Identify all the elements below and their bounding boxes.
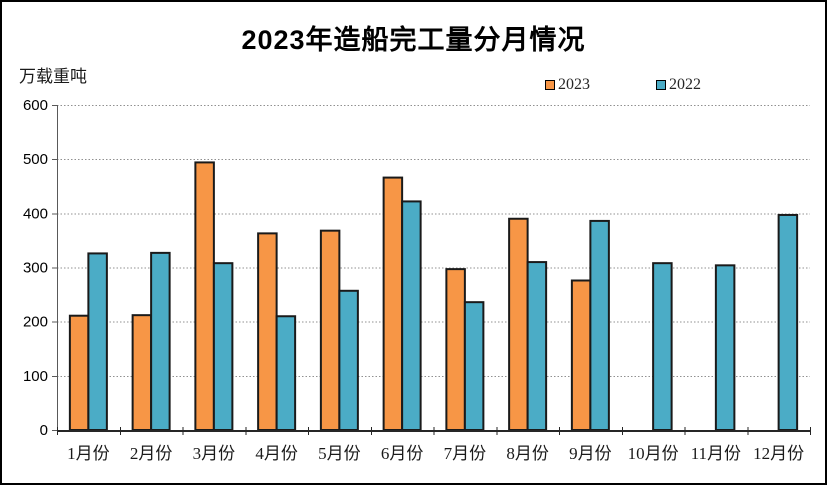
y-tick-label-300: 300 (23, 260, 48, 277)
x-label-7月份: 7月份 (444, 444, 487, 463)
bar-2022-11月份 (714, 264, 736, 432)
bar-2022-8月份 (526, 261, 548, 432)
bar-2022-10月份 (652, 262, 673, 431)
bar-2023-7月份 (445, 268, 466, 431)
y-tick-label-200: 200 (23, 314, 48, 331)
x-label-9月份: 9月份 (569, 444, 612, 463)
legend-label-2023: 2023 (558, 76, 590, 93)
x-label-4月份: 4月份 (255, 444, 298, 463)
bar-2023-3月份 (194, 161, 215, 432)
bar-2023-2月份 (131, 314, 153, 431)
x-label-11月份: 11月份 (691, 444, 741, 463)
y-tick-label-600: 600 (23, 97, 48, 114)
bar-2022-2月份 (150, 251, 171, 431)
bar-2023-6月份 (382, 176, 404, 431)
x-label-8月份: 8月份 (506, 444, 549, 463)
legend-label-2022: 2022 (669, 76, 701, 93)
bar-2023-5月份 (319, 229, 341, 431)
bar-2022-1月份 (87, 252, 108, 431)
bar-2023-4月份 (257, 232, 278, 431)
x-label-1月份: 1月份 (67, 444, 110, 463)
bar-2022-6月份 (401, 200, 422, 431)
y-tick-label-400: 400 (23, 205, 48, 222)
y-axis-unit-label: 万载重吨 (19, 67, 87, 86)
bar-2022-3月份 (212, 262, 234, 431)
bar-2023-8月份 (508, 217, 529, 431)
bar-2023-9月份 (570, 279, 592, 431)
bar-2022-12月份 (777, 213, 799, 431)
y-tick-label-100: 100 (23, 368, 48, 385)
bar-2023-1月份 (68, 314, 90, 432)
bar-2022-5月份 (338, 289, 359, 431)
y-tick-label-500: 500 (23, 151, 48, 168)
chart-title: 2023年造船完工量分月情况 (241, 25, 586, 55)
x-label-5月份: 5月份 (318, 444, 361, 463)
x-label-2月份: 2月份 (130, 444, 173, 463)
x-label-6月份: 6月份 (381, 444, 424, 463)
x-label-12月份: 12月份 (753, 444, 804, 463)
legend-swatch-2022-icon (656, 80, 666, 90)
x-label-3月份: 3月份 (193, 444, 236, 463)
legend: 2023 2022 (545, 77, 701, 93)
bar-2022-4月份 (275, 315, 297, 431)
legend-swatch-2023-icon (545, 80, 555, 90)
x-label-10月份: 10月份 (628, 444, 679, 463)
bar-2022-7月份 (463, 301, 485, 431)
bar-2022-9月份 (589, 219, 610, 431)
legend-item-2022: 2022 (656, 77, 701, 93)
y-tick-label-0: 0 (40, 422, 48, 439)
legend-item-2023: 2023 (545, 77, 590, 93)
